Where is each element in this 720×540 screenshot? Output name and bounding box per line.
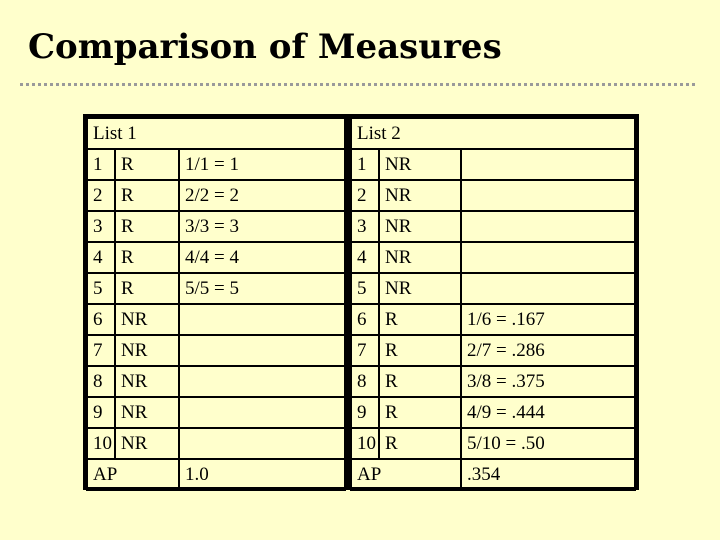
list2-table: List 2 1 NR 2 NR 3 NR 4 NR 5 NR 6 bbox=[350, 117, 636, 491]
table-row: 8 R 3/8 = .375 bbox=[350, 365, 636, 398]
rank-cell: 1 bbox=[350, 148, 380, 181]
list1-header-cell: List 1 bbox=[86, 117, 346, 150]
rank-cell: 3 bbox=[86, 210, 116, 243]
rank-cell: 4 bbox=[86, 241, 116, 274]
rank-cell: 5 bbox=[86, 272, 116, 305]
rank-cell: 8 bbox=[350, 365, 380, 398]
ap-row: AP 1.0 bbox=[86, 458, 346, 491]
relevance-cell: NR bbox=[114, 334, 180, 367]
rank-cell: 6 bbox=[350, 303, 380, 336]
rank-cell: 9 bbox=[86, 396, 116, 429]
precision-cell: 5/10 = .50 bbox=[460, 427, 636, 460]
precision-cell: 2/7 = .286 bbox=[460, 334, 636, 367]
rank-cell: 7 bbox=[350, 334, 380, 367]
precision-cell bbox=[460, 241, 636, 274]
table-row: 2 R 2/2 = 2 bbox=[86, 179, 346, 212]
rank-cell: 2 bbox=[86, 179, 116, 212]
relevance-cell: NR bbox=[378, 148, 462, 181]
table-row: 2 NR bbox=[350, 179, 636, 212]
relevance-cell: R bbox=[378, 427, 462, 460]
relevance-cell: R bbox=[114, 148, 180, 181]
relevance-cell: R bbox=[378, 334, 462, 367]
rank-cell: 7 bbox=[86, 334, 116, 367]
table-row: 7 R 2/7 = .286 bbox=[350, 334, 636, 367]
table-row: 1 R 1/1 = 1 bbox=[86, 148, 346, 181]
relevance-cell: NR bbox=[114, 303, 180, 336]
ap-label-cell: AP bbox=[86, 458, 180, 491]
slide-title: Comparison of Measures bbox=[28, 27, 502, 67]
list2-header-cell: List 2 bbox=[350, 117, 636, 150]
rank-cell: 4 bbox=[350, 241, 380, 274]
relevance-cell: R bbox=[114, 272, 180, 305]
relevance-cell: R bbox=[378, 396, 462, 429]
table-row: 5 NR bbox=[350, 272, 636, 305]
table-row: 6 NR bbox=[86, 303, 346, 336]
rank-cell: 1 bbox=[86, 148, 116, 181]
precision-cell bbox=[178, 427, 346, 460]
relevance-cell: R bbox=[114, 179, 180, 212]
rank-cell: 10 bbox=[86, 427, 116, 460]
table-row: 8 NR bbox=[86, 365, 346, 398]
precision-cell bbox=[178, 303, 346, 336]
precision-cell: 1/1 = 1 bbox=[178, 148, 346, 181]
ap-row: AP .354 bbox=[350, 458, 636, 491]
relevance-cell: R bbox=[114, 210, 180, 243]
rank-cell: 5 bbox=[350, 272, 380, 305]
precision-cell bbox=[460, 148, 636, 181]
precision-cell bbox=[460, 272, 636, 305]
relevance-cell: R bbox=[378, 303, 462, 336]
table-row: 6 R 1/6 = .167 bbox=[350, 303, 636, 336]
ap-label-cell: AP bbox=[350, 458, 462, 491]
table-row: 7 NR bbox=[86, 334, 346, 367]
precision-cell: 3/3 = 3 bbox=[178, 210, 346, 243]
table-row: 3 NR bbox=[350, 210, 636, 243]
table-row: 9 NR bbox=[86, 396, 346, 429]
precision-cell: 3/8 = .375 bbox=[460, 365, 636, 398]
precision-cell bbox=[460, 179, 636, 212]
list1-header-row: List 1 bbox=[86, 117, 346, 150]
table-row: 10 NR bbox=[86, 427, 346, 460]
precision-cell: 1/6 = .167 bbox=[460, 303, 636, 336]
precision-cell: 4/4 = 4 bbox=[178, 241, 346, 274]
precision-cell: 2/2 = 2 bbox=[178, 179, 346, 212]
table-row: 10 R 5/10 = .50 bbox=[350, 427, 636, 460]
relevance-cell: R bbox=[114, 241, 180, 274]
table-row: 1 NR bbox=[350, 148, 636, 181]
table-row: 3 R 3/3 = 3 bbox=[86, 210, 346, 243]
relevance-cell: NR bbox=[114, 365, 180, 398]
table-row: 4 NR bbox=[350, 241, 636, 274]
rank-cell: 8 bbox=[86, 365, 116, 398]
relevance-cell: NR bbox=[378, 272, 462, 305]
table-row: 5 R 5/5 = 5 bbox=[86, 272, 346, 305]
title-divider-dotted-rule bbox=[20, 83, 697, 86]
precision-cell bbox=[178, 365, 346, 398]
ap-value-cell: 1.0 bbox=[178, 458, 346, 491]
rank-cell: 9 bbox=[350, 396, 380, 429]
rank-cell: 6 bbox=[86, 303, 116, 336]
table-center-divider bbox=[346, 117, 350, 487]
precision-cell bbox=[178, 334, 346, 367]
rank-cell: 2 bbox=[350, 179, 380, 212]
relevance-cell: NR bbox=[378, 210, 462, 243]
precision-cell bbox=[460, 210, 636, 243]
relevance-cell: NR bbox=[378, 179, 462, 212]
relevance-cell: NR bbox=[114, 427, 180, 460]
precision-cell: 5/5 = 5 bbox=[178, 272, 346, 305]
rank-cell: 10 bbox=[350, 427, 380, 460]
list2-header-row: List 2 bbox=[350, 117, 636, 150]
relevance-cell: R bbox=[378, 365, 462, 398]
precision-cell bbox=[178, 396, 346, 429]
table-row: 4 R 4/4 = 4 bbox=[86, 241, 346, 274]
table-row: 9 R 4/9 = .444 bbox=[350, 396, 636, 429]
relevance-cell: NR bbox=[378, 241, 462, 274]
rank-cell: 3 bbox=[350, 210, 380, 243]
relevance-cell: NR bbox=[114, 396, 180, 429]
ap-value-cell: .354 bbox=[460, 458, 636, 491]
comparison-table: List 1 1 R 1/1 = 1 2 R 2/2 = 2 3 R 3/3 =… bbox=[83, 114, 639, 491]
list1-table: List 1 1 R 1/1 = 1 2 R 2/2 = 2 3 R 3/3 =… bbox=[86, 117, 346, 491]
precision-cell: 4/9 = .444 bbox=[460, 396, 636, 429]
